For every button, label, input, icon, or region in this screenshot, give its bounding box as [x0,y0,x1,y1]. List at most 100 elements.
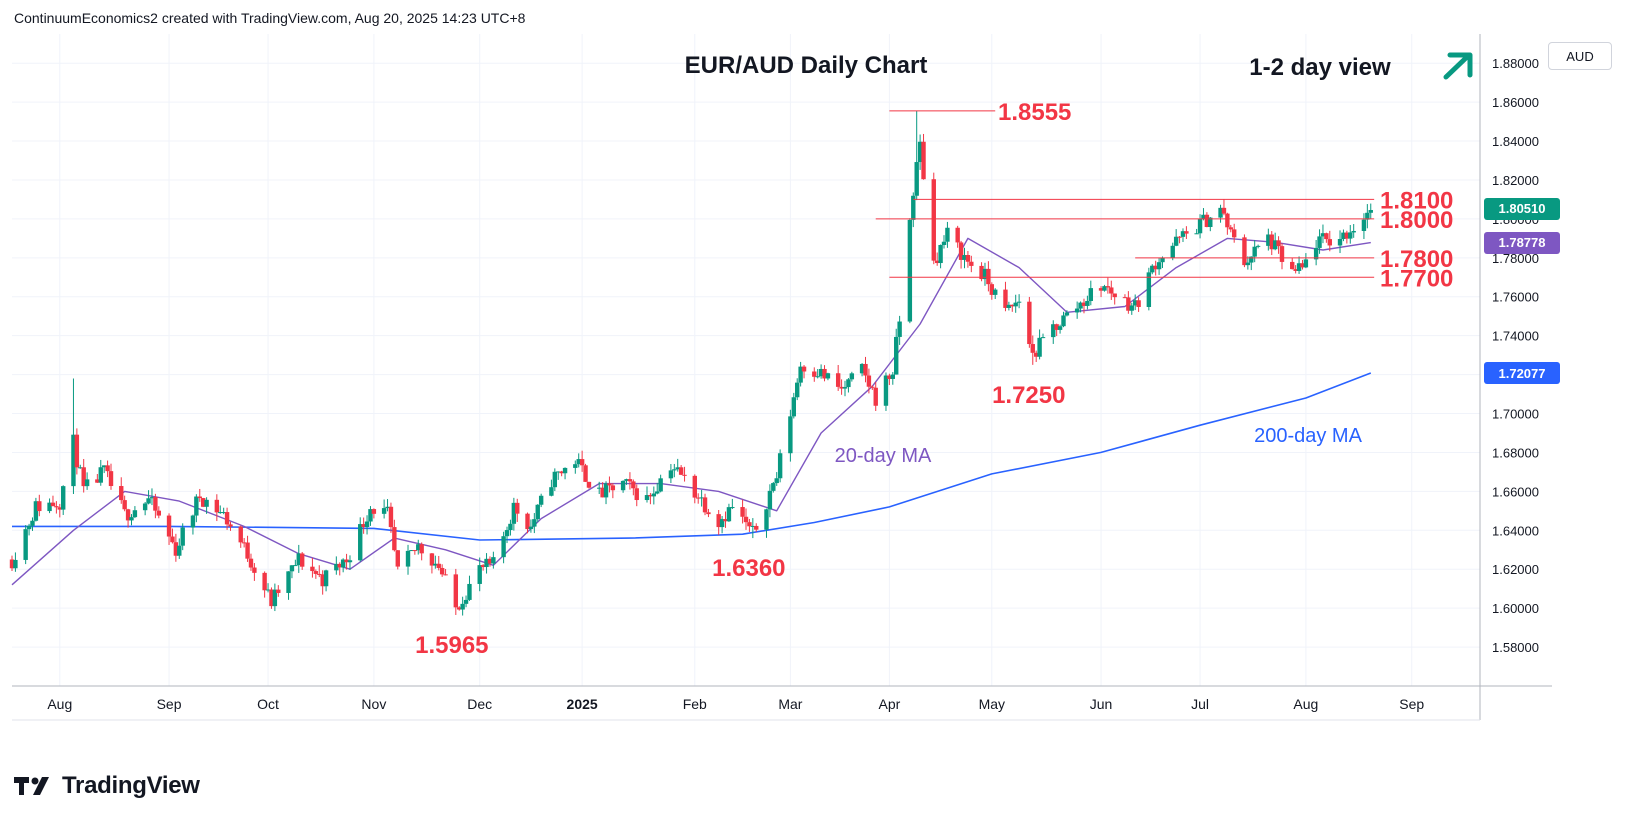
candle-body [95,479,100,483]
candle-body [1204,214,1210,228]
candle [173,533,179,562]
candle-body [337,563,342,568]
candle-body [955,227,960,243]
tradingview-logo-text: TradingView [62,772,200,799]
candle [1109,280,1114,300]
candle [1085,295,1090,310]
y-axis[interactable]: 1.880001.860001.840001.820001.800001.780… [1492,56,1539,655]
candle-body [1320,233,1326,237]
candle [180,523,185,551]
candle [132,506,138,519]
candle [1150,264,1155,275]
ma200-line [12,372,1372,541]
candle-body [504,530,510,537]
candle-body [81,467,86,487]
candle-body [573,464,578,468]
candle [1361,213,1367,240]
candle [1051,320,1056,344]
candle [747,518,752,532]
candle [631,479,636,496]
candle-body [1016,301,1022,303]
candle-body [958,242,964,260]
candle-body [416,544,421,551]
candle-body [586,481,592,488]
candle-body [508,523,513,531]
candle-body [412,550,418,552]
candle [371,508,377,519]
candle-body [101,465,107,468]
candle-body [54,506,59,508]
candle-body [1126,297,1131,311]
candle [364,515,370,535]
candle [1006,301,1012,311]
candle-body [863,363,868,376]
candle [719,516,725,534]
candle-body [409,550,414,552]
candle-body [153,497,158,511]
chart-header: ContinuumEconomics2 created with Trading… [14,10,526,26]
candle-body [1081,302,1087,306]
candle-body [419,544,424,554]
candle [299,551,305,570]
low-annotation: 1.5965 [415,632,488,659]
chart-title: EUR/AUD Daily Chart [685,52,928,79]
candle-body [1010,304,1015,307]
candle [194,494,199,523]
candle-body [320,574,325,587]
candle-body [655,491,660,494]
candle [224,507,230,530]
currency-badge[interactable]: AUD [1548,42,1612,70]
candle [1030,335,1035,365]
candle [71,378,76,495]
x-tick-label: Sep [157,696,182,712]
candle-body [1348,232,1353,239]
candle [579,450,585,472]
candle [9,555,15,571]
candle-body [702,497,708,513]
candle-body [276,589,281,593]
candle-body [1296,263,1302,271]
candle [310,557,315,578]
candle-body [634,488,639,501]
candle-body [777,453,783,479]
candle [859,363,865,377]
candle [583,463,588,483]
candle [1276,236,1281,254]
candle-body [61,486,66,510]
candle [911,192,916,228]
candle-body [1057,326,1063,330]
candle [361,517,366,534]
candle-body [289,565,295,572]
candle-body [644,495,650,501]
x-axis[interactable]: Aug Sep Oct Nov Dec 2025 Feb Mar Apr May Jun Jul Aug… [47,696,1424,712]
candle-body [156,510,161,516]
candle [416,539,421,555]
candle [81,458,86,493]
candle [1204,212,1210,228]
candle-body [78,467,83,469]
candle-body [730,507,735,509]
candle [252,563,257,581]
candle [119,477,124,504]
candle-body [771,483,776,491]
x-tick-label: Jul [1191,696,1209,712]
candle-body [214,499,220,513]
tradingview-logo[interactable]: TradingView [14,772,200,800]
view-label: 1-2 day view [1249,54,1391,81]
candle [887,373,892,386]
candle-body [170,536,175,543]
candle [1225,212,1230,235]
candle-body [443,574,448,576]
candle [812,367,817,382]
y-tick-label: 1.58000 [1492,640,1539,655]
candle-body [1269,234,1274,250]
candle-body [1027,301,1032,345]
y-tick-label: 1.70000 [1492,407,1539,422]
candle [1320,224,1326,244]
candle [586,481,592,489]
candle [822,365,827,382]
candle [33,497,39,522]
candle [740,499,745,524]
